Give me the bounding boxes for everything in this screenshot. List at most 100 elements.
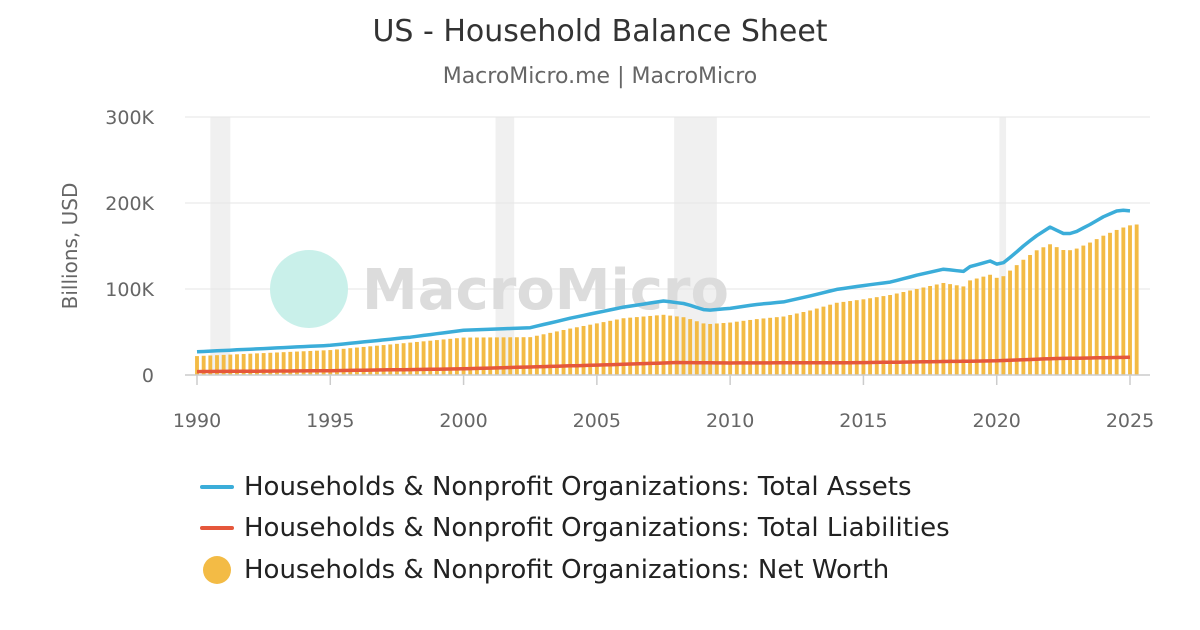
- net-worth-bar: [1008, 270, 1012, 375]
- net-worth-bar: [774, 317, 779, 375]
- net-worth-bar: [468, 337, 473, 375]
- net-worth-bar: [281, 352, 286, 375]
- net-worth-bar: [634, 317, 639, 375]
- x-tick-label: 1995: [306, 410, 354, 432]
- net-worth-bar: [641, 316, 646, 375]
- net-worth-bar: [414, 341, 419, 375]
- net-worth-bar: [434, 340, 439, 375]
- net-worth-bar: [335, 349, 339, 375]
- net-worth-bar: [494, 337, 499, 375]
- net-worth-bar: [794, 313, 799, 375]
- net-worth-bar: [694, 321, 699, 375]
- net-worth-bar: [441, 339, 446, 375]
- net-worth-bar: [301, 351, 306, 375]
- net-worth-bar: [1061, 250, 1066, 375]
- net-worth-bar: [361, 346, 366, 375]
- net-worth-bar: [928, 285, 933, 375]
- net-worth-bar: [1041, 247, 1046, 375]
- axes: 0 100K 200K 300K 1990 1995 2000 2005 2010 2015 202…: [105, 107, 1154, 432]
- net-worth-bar: [248, 353, 253, 375]
- net-worth-bar: [941, 282, 946, 375]
- net-worth-bar: [628, 317, 633, 375]
- x-tick-label: 2025: [1106, 410, 1154, 432]
- y-tick-label: 100K: [105, 279, 154, 301]
- legend-item-total-assets[interactable]: Households & Nonprofit Organizations: To…: [200, 466, 950, 508]
- net-worth-bar: [801, 312, 806, 375]
- net-worth-bar: [228, 354, 233, 375]
- net-worth-bar: [348, 348, 353, 375]
- net-worth-bar: [748, 319, 753, 375]
- net-worth-bar: [401, 343, 406, 375]
- net-worth-bar: [321, 350, 326, 375]
- net-worth-bar: [388, 344, 393, 375]
- net-worth-bar: [588, 324, 593, 375]
- net-worth-bar: [948, 284, 952, 375]
- net-worth-bar: [1121, 227, 1126, 375]
- net-worth-bar: [768, 317, 773, 375]
- net-worth-bar: [1068, 250, 1072, 375]
- net-worth-bar: [221, 354, 226, 375]
- watermark-logo-icon: [270, 250, 348, 328]
- net-worth-bar: [701, 323, 706, 375]
- net-worth-bar: [888, 295, 893, 375]
- net-worth-bar: [1074, 248, 1079, 375]
- net-worth-bar: [1048, 244, 1052, 375]
- net-worth-bar: [581, 325, 586, 375]
- net-worth-bar: [1134, 224, 1139, 375]
- net-worth-bar: [454, 338, 459, 375]
- net-worth-bar: [275, 352, 279, 375]
- legend-line-icon: [200, 484, 234, 489]
- net-worth-bar: [1021, 259, 1026, 375]
- net-worth-bar: [648, 315, 653, 375]
- net-worth-bar: [854, 300, 859, 375]
- net-worth-bar: [621, 318, 626, 375]
- x-tick-label: 2010: [706, 410, 754, 432]
- net-worth-bar: [448, 338, 453, 375]
- legend-item-total-liabilities[interactable]: Households & Nonprofit Organizations: To…: [200, 508, 950, 550]
- recession-band: [999, 117, 1007, 375]
- total-liabilities-line: [196, 355, 1131, 374]
- net-worth-bar: [734, 321, 739, 375]
- net-worth-bar: [721, 323, 726, 375]
- net-worth-bar: [1101, 235, 1106, 375]
- net-worth-bar: [1014, 265, 1019, 375]
- net-worth-bar: [968, 280, 972, 375]
- net-worth-bar: [474, 337, 479, 375]
- net-worth-bar: [481, 337, 486, 375]
- legend-label: Households & Nonprofit Organizations: To…: [244, 471, 912, 502]
- net-worth-bar: [375, 345, 379, 375]
- y-tick-label: 300K: [105, 107, 154, 129]
- net-worth-bar: [548, 332, 553, 375]
- net-worth-bar: [1001, 276, 1006, 375]
- x-tick-label: 2000: [439, 410, 487, 432]
- net-worth-bar: [761, 318, 766, 375]
- total-assets-line: [196, 208, 1131, 354]
- y-tick-label: 0: [142, 365, 154, 387]
- net-worth-bar: [488, 337, 493, 375]
- recession-band: [495, 117, 515, 375]
- net-worth-bar: [288, 351, 293, 375]
- net-worth-bar: [868, 298, 873, 375]
- net-worth-bar: [241, 353, 246, 375]
- legend-item-net-worth[interactable]: Households & Nonprofit Organizations: Ne…: [200, 549, 950, 591]
- net-worth-bar: [394, 343, 399, 375]
- net-worth-bar: [861, 299, 866, 375]
- net-worth-bar: [215, 355, 219, 375]
- legend-label: Households & Nonprofit Organizations: To…: [244, 513, 950, 544]
- net-worth-bar: [295, 351, 299, 375]
- net-worth-bar: [914, 289, 919, 375]
- net-worth-bar: [554, 331, 559, 375]
- net-worth-bar: [728, 322, 733, 375]
- net-worth-bar: [1108, 232, 1112, 375]
- net-worth-bar: [528, 337, 533, 375]
- net-worth-bar: [195, 356, 199, 375]
- net-worth-bar: [534, 335, 539, 375]
- net-worth-bar: [894, 293, 899, 375]
- net-worth-bar: [1088, 242, 1092, 375]
- net-worth-bar: [315, 350, 319, 375]
- net-worth-bar: [1081, 245, 1086, 375]
- net-worth-bar: [594, 323, 599, 375]
- net-worth-bar: [561, 329, 566, 375]
- y-axis-label: Billions, USD: [58, 183, 82, 310]
